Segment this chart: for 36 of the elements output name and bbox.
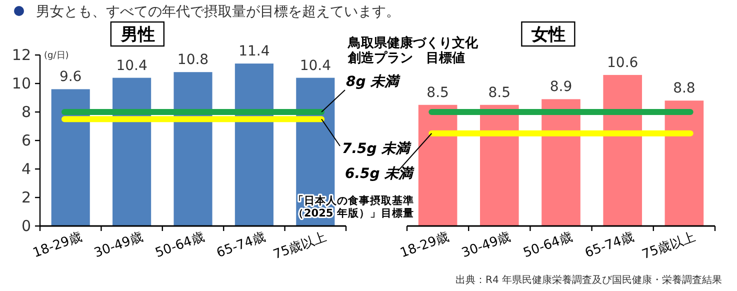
ref-line-label: 6.5g 未満 — [345, 166, 415, 182]
source-note: 出典：R4 年県民健康栄養調査及び国民健康・栄養調査結果 — [456, 274, 722, 286]
data-label: 8.8 — [673, 80, 696, 97]
x-tick-label: 18-29歳 — [31, 230, 84, 262]
x-tick-label: 18-29歳 — [398, 230, 452, 262]
x-tick-label: 65-74歳 — [583, 230, 636, 262]
y-tick-label: 4 — [21, 160, 31, 178]
data-label: 10.4 — [116, 58, 148, 74]
data-label: 9.6 — [59, 69, 82, 86]
y-tick-label: 8 — [21, 103, 31, 121]
data-label: 8.5 — [488, 84, 511, 101]
y-tick-label: 6 — [21, 132, 31, 150]
data-label: 10.4 — [300, 58, 332, 74]
data-label: 10.6 — [607, 54, 638, 71]
y-axis-title: (g/日) — [44, 51, 69, 61]
x-tick-label: 75歳以上 — [640, 230, 698, 263]
y-tick-label: 12 — [12, 46, 31, 64]
y-tick-label: 2 — [21, 188, 31, 206]
y-tick-label: 10 — [12, 74, 31, 92]
x-tick-label: 30-49歳 — [460, 230, 513, 262]
data-label: 8.5 — [426, 84, 449, 101]
chart-title: 男女とも、すべての年代で摂取量が目標を超えています。 — [36, 4, 400, 20]
ref-line-label: 7.5g 未満 — [342, 141, 412, 157]
x-tick-label: 65-74歳 — [214, 230, 268, 262]
ref-line-label: 8g 未満 — [346, 74, 401, 90]
x-tick-label: 50-64歳 — [522, 230, 574, 262]
x-tick-label: 30-49歳 — [92, 230, 146, 262]
chart-subtitle: 女性 — [530, 25, 566, 45]
data-label: 10.8 — [177, 52, 209, 68]
x-tick-label: 75歳以上 — [271, 230, 329, 263]
data-label: 8.9 — [550, 79, 572, 96]
y-tick-label: 0 — [21, 217, 31, 235]
annotation: 鳥取県健康づくり文化創造プラン 目標値 — [347, 35, 479, 66]
data-label: 11.4 — [238, 44, 270, 60]
chart-subtitle: 男性 — [120, 25, 155, 45]
x-tick-label: 50-64歳 — [154, 230, 206, 262]
